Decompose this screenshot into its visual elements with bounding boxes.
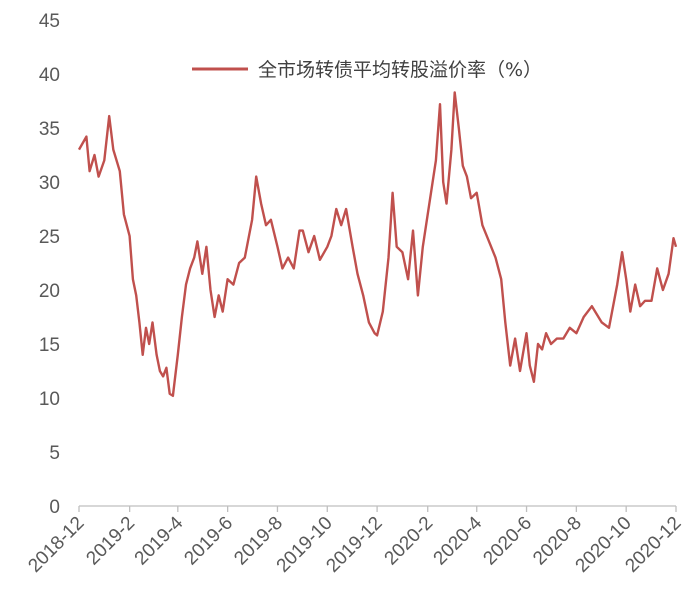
y-tick-label: 30 <box>39 173 60 194</box>
y-tick-label: 0 <box>49 497 60 518</box>
y-tick-label: 25 <box>39 227 60 248</box>
x-tick-label: 2019-12 <box>322 513 386 577</box>
series-line <box>77 91 678 397</box>
y-axis: 0 5 10 15 20 25 30 35 40 45 <box>39 11 60 518</box>
y-tick-label: 10 <box>39 389 60 410</box>
x-tick-label: 2018-12 <box>24 513 88 577</box>
y-tick-label: 35 <box>39 119 60 140</box>
y-tick-label: 5 <box>49 443 60 464</box>
y-tick-label: 20 <box>39 281 60 302</box>
y-tick-label: 40 <box>39 65 60 86</box>
x-tick-label: 2020-4 <box>430 512 487 569</box>
legend: 全市场转债平均转股溢价率（%） <box>192 59 542 81</box>
y-tick-label: 45 <box>39 11 60 32</box>
legend-label: 全市场转债平均转股溢价率（%） <box>258 59 542 81</box>
x-tick-label: 2019-6 <box>180 513 237 570</box>
x-axis: 2018-122019-22019-42019-62019-82019-1020… <box>24 506 686 577</box>
x-tick-label: 2019-4 <box>131 512 188 569</box>
x-tick-label: 2020-2 <box>381 513 438 570</box>
x-tick-label: 2019-2 <box>82 513 139 570</box>
series-layer <box>77 91 678 397</box>
x-tick-label: 2020-6 <box>479 513 536 570</box>
x-tick-label: 2020-12 <box>621 513 685 577</box>
y-tick-label: 15 <box>39 335 60 356</box>
